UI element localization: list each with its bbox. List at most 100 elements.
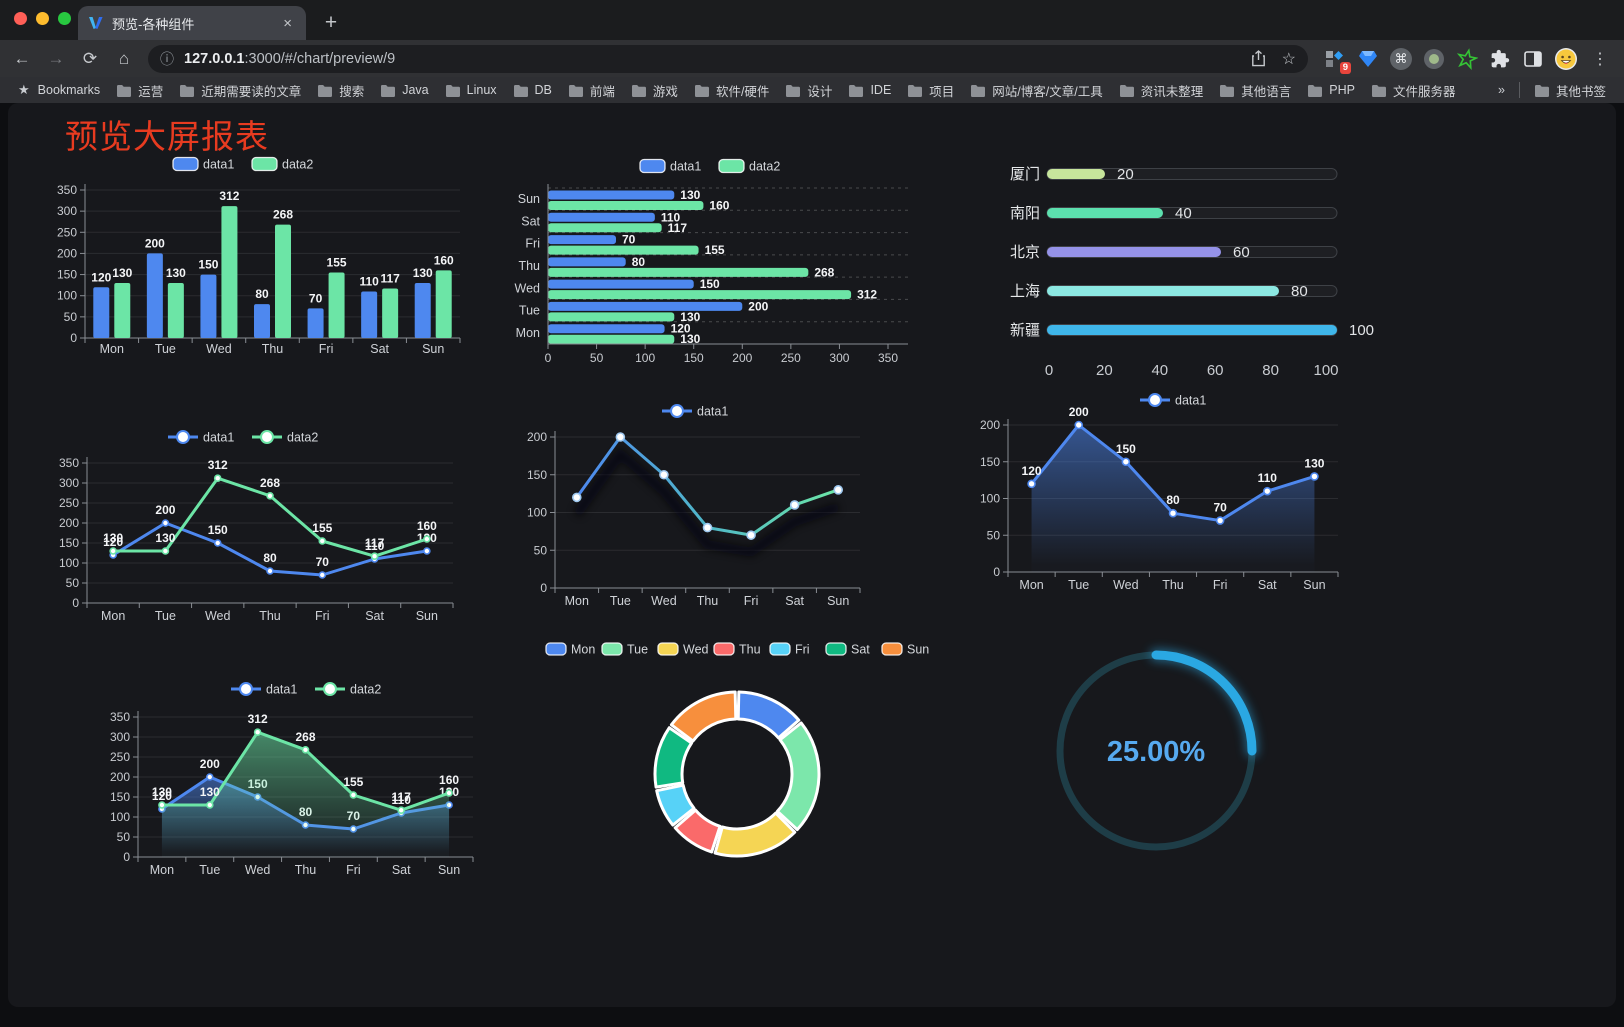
recorder-extension-icon[interactable]: [1421, 46, 1447, 72]
tab-close-icon[interactable]: ×: [283, 14, 292, 32]
bookmarks-overflow-chevron[interactable]: »: [1498, 83, 1505, 97]
svg-text:100: 100: [980, 492, 1000, 506]
svg-text:Thu: Thu: [259, 609, 281, 623]
folder-icon: [786, 84, 801, 97]
bookmark-folder[interactable]: 近期需要读的文章: [171, 81, 309, 100]
sidebar-toggle-icon[interactable]: [1520, 46, 1546, 72]
tampermonkey-extension-icon[interactable]: 9: [1322, 46, 1351, 74]
home-button[interactable]: ⌂: [118, 48, 130, 68]
bookmark-folder[interactable]: 文件服务器: [1363, 81, 1464, 100]
bookmark-star-icon[interactable]: ☆: [1281, 50, 1296, 68]
bookmark-folder[interactable]: 运营: [108, 81, 171, 100]
svg-text:Wed: Wed: [205, 609, 231, 623]
svg-text:Sat: Sat: [851, 643, 870, 657]
bookmark-folder[interactable]: 游戏: [623, 81, 686, 100]
svg-text:160: 160: [434, 253, 454, 267]
bookmark-folder[interactable]: 网站/博客/文章/工具: [962, 81, 1110, 100]
svg-text:Thu: Thu: [262, 342, 284, 356]
back-button[interactable]: ←: [13, 48, 31, 68]
bookmark-folder[interactable]: 其他语言: [1211, 81, 1299, 100]
reload-button[interactable]: ⟳: [82, 48, 98, 68]
chart-line-area-blue[interactable]: data1 0 50 100 150 200 Mon Tue Wed Thu Fri Sat Sun 12…: [970, 390, 1370, 605]
tab-title: 预览-各种组件: [112, 16, 195, 32]
bookmark-folder[interactable]: PHP: [1299, 81, 1363, 100]
bookmark-folder[interactable]: Linux: [437, 81, 505, 100]
forward-button[interactable]: →: [47, 48, 65, 68]
svg-text:130: 130: [155, 531, 175, 545]
command-extension-icon[interactable]: ⌘: [1388, 46, 1414, 72]
bookmark-folder[interactable]: 前端: [560, 81, 623, 100]
svg-text:100: 100: [635, 351, 655, 365]
svg-text:Sun: Sun: [438, 863, 460, 877]
svg-text:Tue: Tue: [610, 594, 631, 608]
svg-text:120: 120: [671, 322, 691, 336]
svg-text:80: 80: [632, 255, 646, 269]
svg-text:312: 312: [857, 288, 877, 302]
browser-menu-icon[interactable]: ⋮: [1592, 50, 1608, 68]
chart-donut[interactable]: Mon Tue Wed Thu Fri Sat Sun: [540, 628, 950, 893]
svg-text:data1: data1: [203, 158, 234, 172]
chart-legend[interactable]: data1 data2: [168, 430, 318, 445]
svg-text:155: 155: [705, 243, 725, 257]
chart-legend[interactable]: data1: [1140, 393, 1206, 408]
extensions-puzzle-icon[interactable]: [1487, 46, 1513, 72]
svg-text:Mon: Mon: [101, 609, 125, 623]
chart-progress-bars[interactable]: 厦门 20 南阳 40 北京 60 上海 80 新疆 100 0 20 40 60 80 100: [990, 148, 1382, 393]
svg-text:厦门: 厦门: [1010, 166, 1040, 183]
chart-legend[interactable]: data1: [662, 404, 728, 419]
svg-text:312: 312: [208, 458, 228, 472]
minimize-window-button[interactable]: [36, 12, 49, 25]
site-info-icon[interactable]: ⓘ: [160, 50, 174, 67]
svg-text:300: 300: [57, 204, 77, 218]
chart-line-basic[interactable]: data1 data2 0 50 100 150 200 250 300 350 Mon Tue Wed…: [45, 423, 465, 648]
bookmarks-root[interactable]: ★ Bookmarks: [18, 82, 101, 97]
svg-text:Sun: Sun: [416, 609, 438, 623]
svg-text:Sat: Sat: [785, 594, 804, 608]
chart-bar-vertical[interactable]: data1 data2 0 50 100 150 200 250 300 350 Mon Tue Wed…: [45, 148, 470, 368]
bookmark-folder[interactable]: DB: [505, 81, 560, 100]
other-bookmarks-folder[interactable]: 其他书签: [1526, 81, 1614, 100]
chart-gauge[interactable]: 25.00%: [1016, 628, 1306, 883]
chart-legend[interactable]: data1 data2: [639, 158, 780, 174]
svg-text:data2: data2: [749, 160, 780, 174]
bookmark-folder[interactable]: Java: [372, 81, 436, 100]
svg-text:130: 130: [200, 785, 220, 799]
svg-text:150: 150: [208, 523, 228, 537]
profile-avatar[interactable]: [1553, 46, 1579, 72]
gem-extension-icon[interactable]: [1355, 46, 1381, 72]
svg-text:Fri: Fri: [795, 643, 810, 657]
chart-legend[interactable]: data1 data2: [172, 156, 313, 172]
svg-text:0: 0: [123, 850, 130, 864]
svg-text:120: 120: [1022, 464, 1042, 478]
bookmark-folder[interactable]: IDE: [840, 81, 899, 100]
folder-icon: [631, 84, 646, 97]
chart-bar-horizontal[interactable]: data1 data2 Sun 130 160 Sat 110 117 Fri 70 155 Thu 8…: [500, 148, 925, 373]
svg-text:Mon: Mon: [516, 326, 540, 340]
svg-text:120: 120: [152, 789, 172, 803]
svg-text:130: 130: [166, 266, 186, 280]
svg-text:60: 60: [1207, 362, 1224, 379]
chart-line-gradient[interactable]: data1 0 50 100 150 200 Mon Tue Wed Thu Fri Sat Sun: [500, 393, 920, 618]
close-window-button[interactable]: [14, 12, 27, 25]
svg-text:25.00%: 25.00%: [1107, 736, 1206, 768]
new-tab-button[interactable]: +: [324, 11, 338, 34]
folder-icon: [445, 84, 460, 97]
bookmark-folder[interactable]: 资讯未整理: [1111, 81, 1212, 100]
bookmark-folder[interactable]: 搜索: [309, 81, 372, 100]
chart-legend[interactable]: data1 data2: [231, 682, 381, 697]
svg-text:250: 250: [59, 496, 79, 510]
bookmark-folder[interactable]: 设计: [777, 81, 840, 100]
svg-text:300: 300: [829, 351, 849, 365]
share-icon[interactable]: [1251, 50, 1266, 67]
address-bar[interactable]: ⓘ 127.0.0.1:3000/#/chart/preview/9 ☆: [148, 44, 1308, 73]
extensions-area: 9 ⌘ ⋮: [1318, 46, 1618, 74]
chart-legend[interactable]: Mon Tue Wed Thu Fri Sat Sun: [545, 642, 929, 657]
svg-text:0: 0: [70, 331, 77, 345]
browser-tab[interactable]: 预览-各种组件 ×: [78, 6, 306, 40]
chart-line-area-double[interactable]: data1 data2 0 50 100 150 200 250 300 350 Mon Tue Wed…: [100, 673, 520, 898]
bookmark-folder[interactable]: 项目: [899, 81, 962, 100]
fullscreen-window-button[interactable]: [58, 12, 71, 25]
green-star-extension-icon[interactable]: [1454, 46, 1480, 72]
bookmark-folder[interactable]: 软件/硬件: [686, 81, 777, 100]
svg-text:70: 70: [309, 291, 323, 305]
